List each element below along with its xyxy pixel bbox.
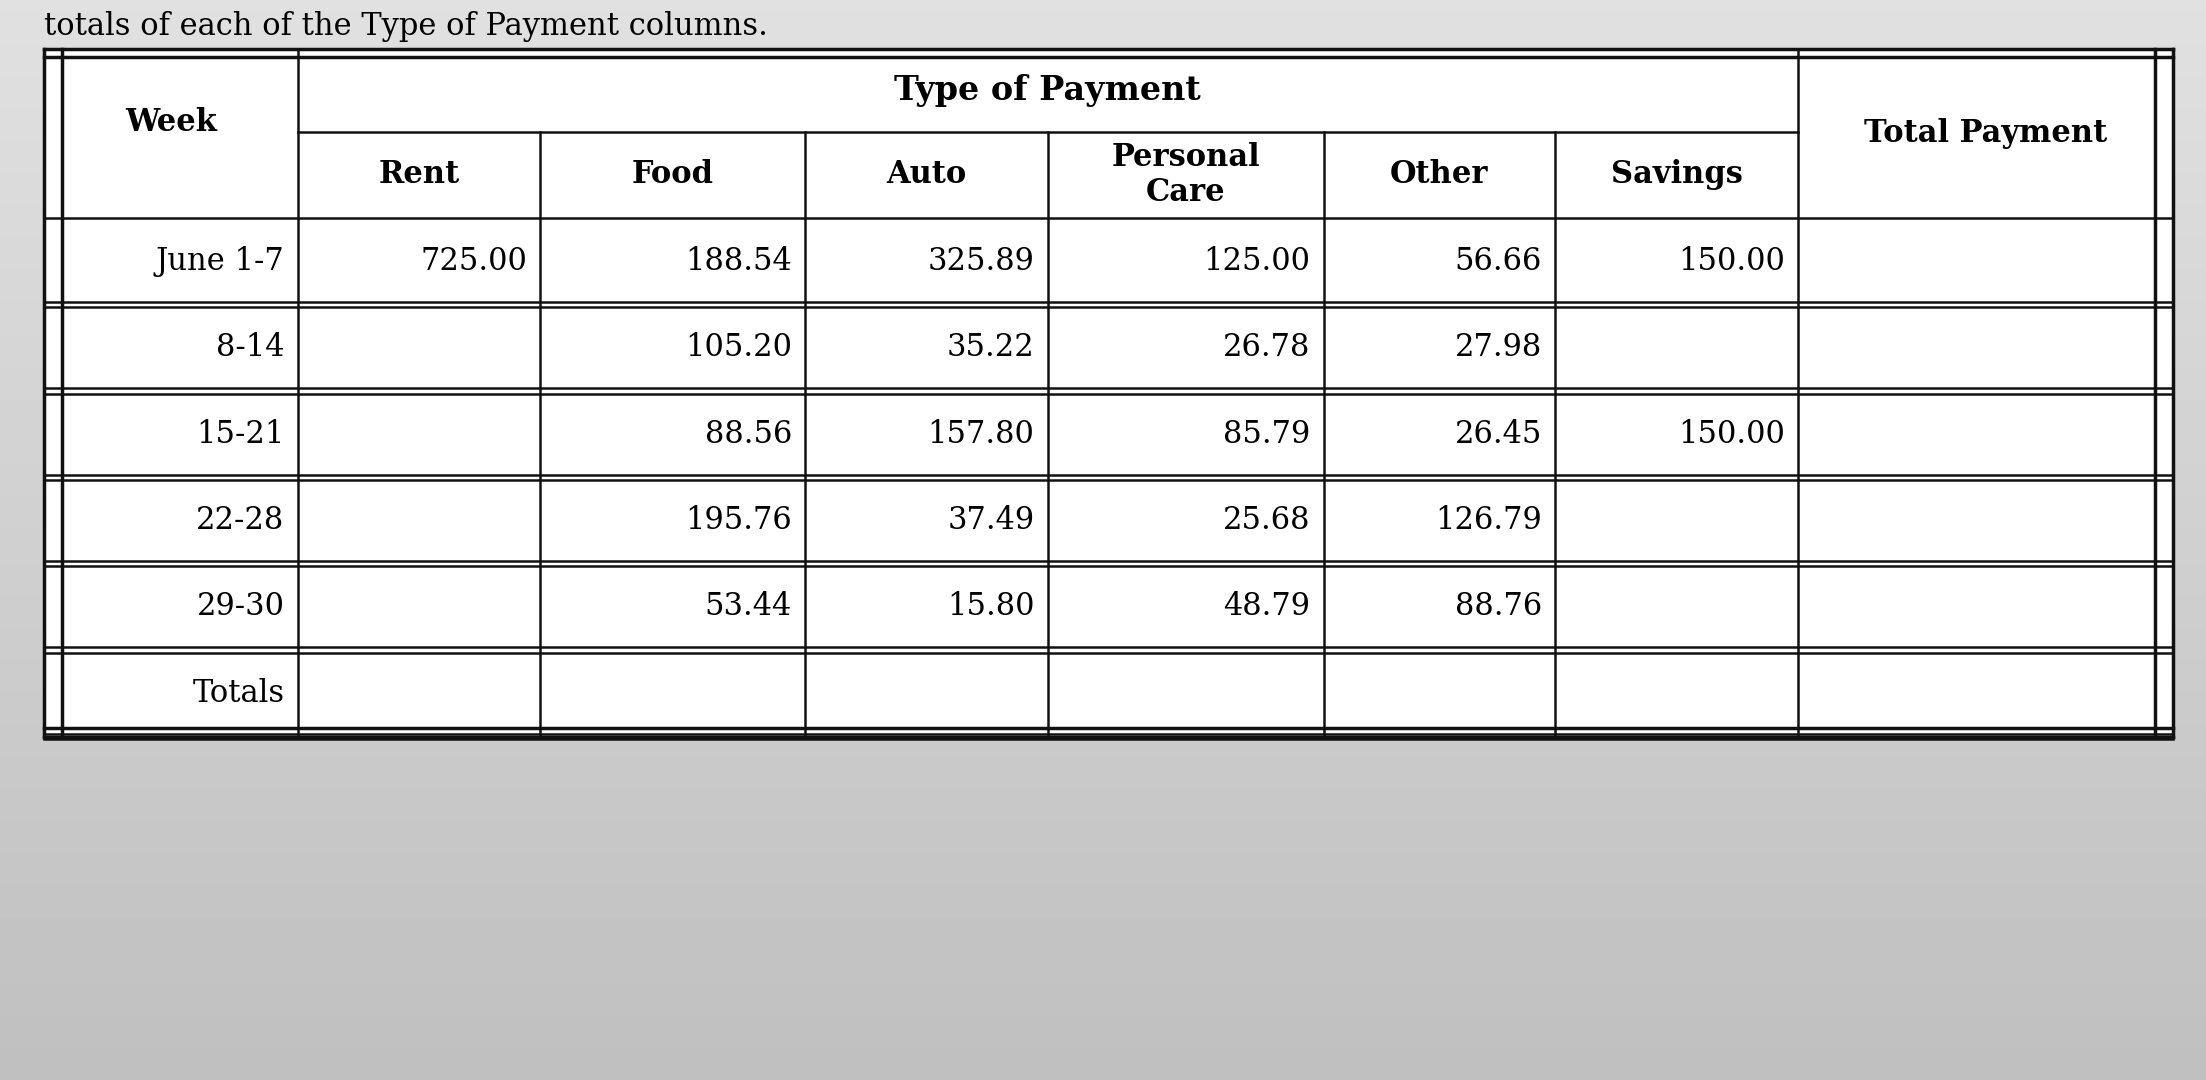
Text: 188.54: 188.54 xyxy=(686,246,792,276)
Text: 125.00: 125.00 xyxy=(1202,246,1310,276)
Text: 27.98: 27.98 xyxy=(1454,333,1542,363)
Text: 325.89: 325.89 xyxy=(929,246,1035,276)
Text: Total Payment: Total Payment xyxy=(1864,118,2107,149)
Text: Personal
Care: Personal Care xyxy=(1112,141,1260,208)
Text: 22-28: 22-28 xyxy=(196,505,285,536)
Text: 53.44: 53.44 xyxy=(704,592,792,622)
Text: Rent: Rent xyxy=(379,160,459,190)
Text: 105.20: 105.20 xyxy=(684,333,792,363)
Text: totals of each of the Type of Payment columns.: totals of each of the Type of Payment co… xyxy=(44,12,768,42)
Text: 29-30: 29-30 xyxy=(196,592,285,622)
Text: 48.79: 48.79 xyxy=(1224,592,1310,622)
Text: 157.80: 157.80 xyxy=(929,419,1035,449)
Text: Other: Other xyxy=(1390,160,1489,190)
Text: Week: Week xyxy=(126,107,216,138)
Text: 725.00: 725.00 xyxy=(421,246,527,276)
Text: 8-14: 8-14 xyxy=(216,333,285,363)
Text: 35.22: 35.22 xyxy=(946,333,1035,363)
Text: 150.00: 150.00 xyxy=(1679,246,1785,276)
Text: 88.76: 88.76 xyxy=(1454,592,1542,622)
Text: 56.66: 56.66 xyxy=(1454,246,1542,276)
Text: 88.56: 88.56 xyxy=(704,419,792,449)
Text: Food: Food xyxy=(631,160,715,190)
Text: 26.78: 26.78 xyxy=(1222,333,1310,363)
Text: 37.49: 37.49 xyxy=(949,505,1035,536)
Text: 150.00: 150.00 xyxy=(1679,419,1785,449)
Text: Auto: Auto xyxy=(887,160,966,190)
Text: 15.80: 15.80 xyxy=(946,592,1035,622)
Text: Type of Payment: Type of Payment xyxy=(893,73,1202,107)
Text: Savings: Savings xyxy=(1610,160,1743,190)
Text: June 1-7: June 1-7 xyxy=(157,246,285,276)
Text: 25.68: 25.68 xyxy=(1222,505,1310,536)
Text: 126.79: 126.79 xyxy=(1436,505,1542,536)
Text: 195.76: 195.76 xyxy=(686,505,792,536)
Text: Totals: Totals xyxy=(192,678,285,708)
Text: 15-21: 15-21 xyxy=(196,419,285,449)
Bar xyxy=(44,49,2173,737)
Text: 85.79: 85.79 xyxy=(1222,419,1310,449)
Text: 26.45: 26.45 xyxy=(1454,419,1542,449)
